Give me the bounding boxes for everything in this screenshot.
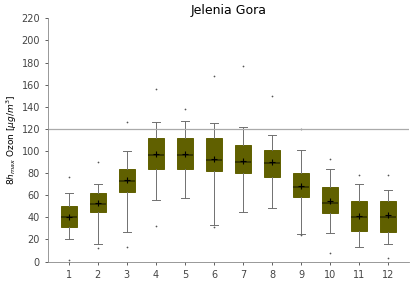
PathPatch shape xyxy=(61,206,77,227)
PathPatch shape xyxy=(177,138,193,169)
PathPatch shape xyxy=(380,201,396,232)
PathPatch shape xyxy=(119,169,135,192)
PathPatch shape xyxy=(351,201,368,231)
Title: Jelenia Gora: Jelenia Gora xyxy=(190,4,266,17)
PathPatch shape xyxy=(90,193,106,212)
PathPatch shape xyxy=(264,150,280,178)
PathPatch shape xyxy=(206,138,222,171)
Y-axis label: $8h_{max}$ Ozon [$\mu g/m^3$]: $8h_{max}$ Ozon [$\mu g/m^3$] xyxy=(4,95,19,185)
PathPatch shape xyxy=(148,138,164,169)
PathPatch shape xyxy=(235,145,251,173)
PathPatch shape xyxy=(293,173,309,197)
PathPatch shape xyxy=(322,187,338,213)
